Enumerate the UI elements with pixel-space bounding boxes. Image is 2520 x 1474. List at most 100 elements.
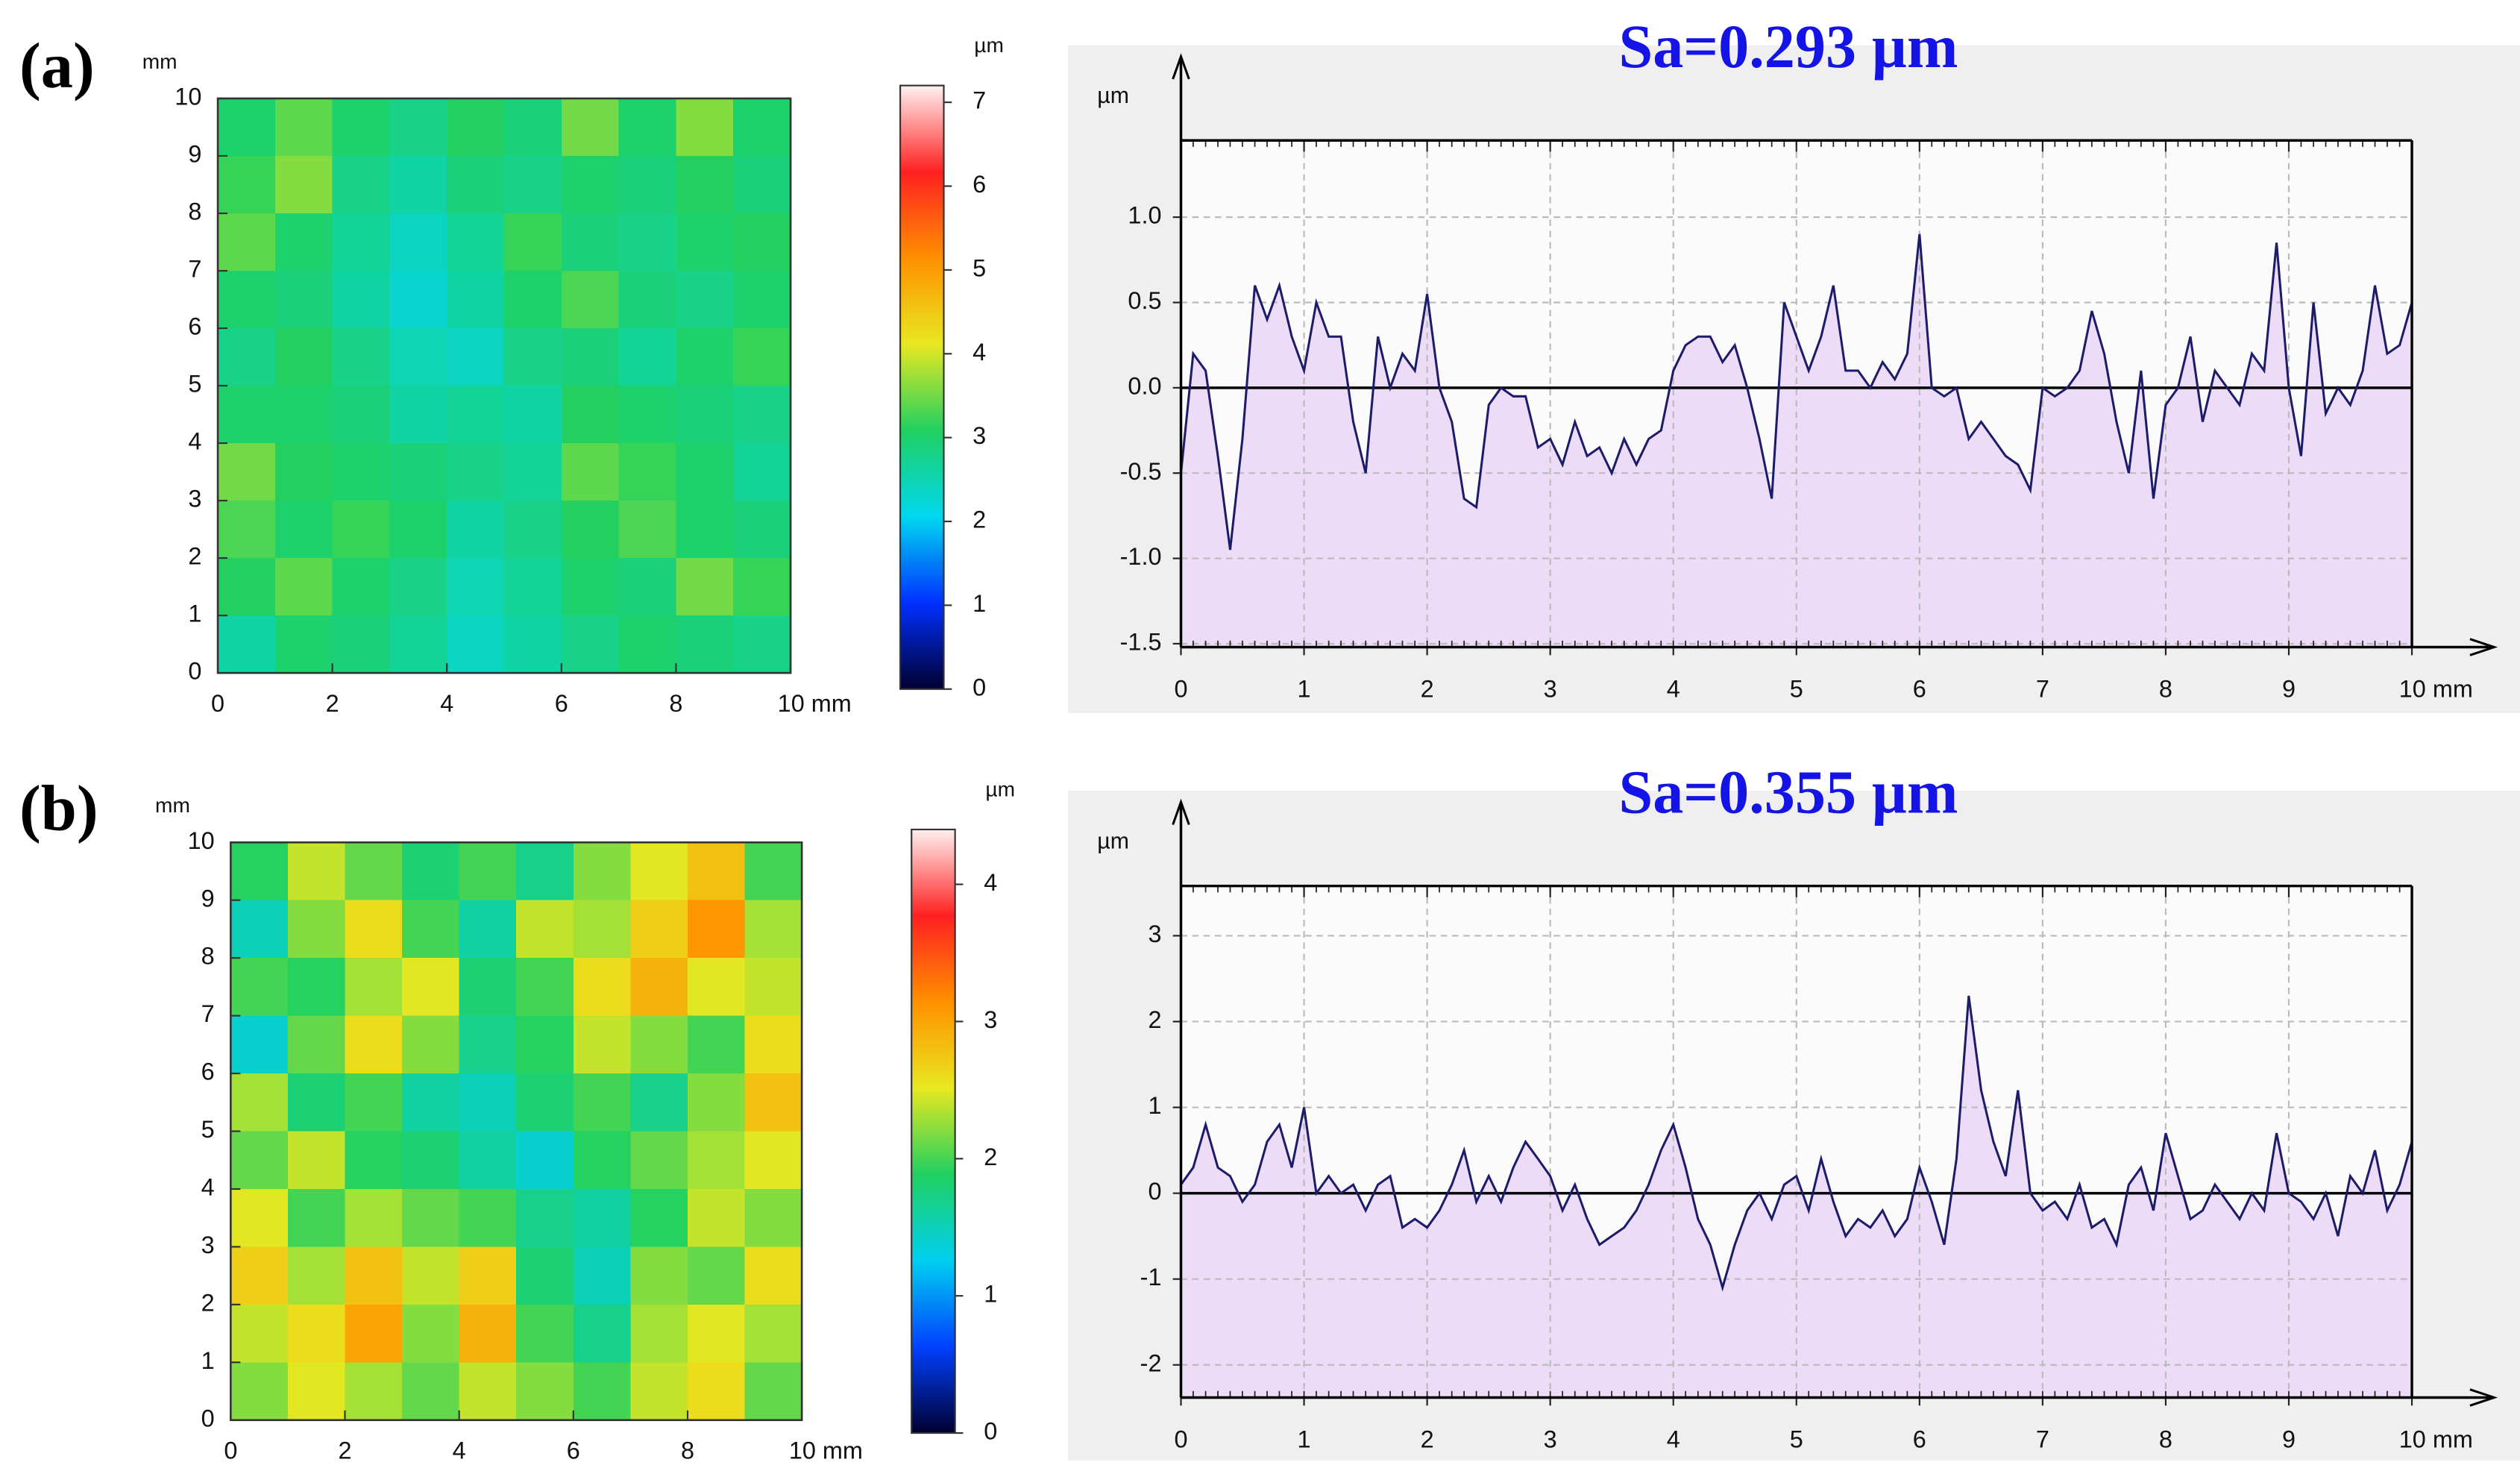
y-axis-label: mm bbox=[142, 50, 177, 73]
heatmap-cell bbox=[230, 1304, 289, 1364]
y-tick-label: 7 bbox=[188, 256, 201, 283]
x-tick-label: 4 bbox=[1667, 675, 1680, 702]
heatmap-cell bbox=[687, 1015, 746, 1075]
heatmap-cell bbox=[733, 386, 792, 445]
y-tick-label: 8 bbox=[188, 198, 201, 225]
y-tick-label: 0.5 bbox=[1128, 287, 1161, 314]
heatmap-cell bbox=[516, 1362, 575, 1422]
heatmap-cell bbox=[447, 386, 506, 445]
heatmap-cell bbox=[733, 98, 792, 157]
heatmap-cell bbox=[218, 98, 277, 157]
heatmap-cell bbox=[516, 900, 575, 959]
heatmap bbox=[218, 98, 792, 674]
heatmap-cell bbox=[516, 1188, 575, 1248]
heatmap-cell bbox=[630, 1131, 689, 1191]
heatmap-cell bbox=[561, 558, 620, 617]
heatmap-cell bbox=[687, 1362, 746, 1422]
heatmap-cell bbox=[274, 213, 333, 272]
heatmap-cell bbox=[218, 213, 277, 272]
x-arrow bbox=[2469, 638, 2498, 656]
heatmap-cell bbox=[516, 1131, 575, 1191]
heatmap-cell bbox=[332, 501, 391, 559]
y-tick-label: 0 bbox=[188, 658, 201, 685]
y-tick-label: 5 bbox=[188, 371, 201, 398]
heatmap-cell bbox=[733, 271, 792, 330]
y-tick-label: 0 bbox=[1148, 1178, 1161, 1205]
x-tick-label: 7 bbox=[2036, 1426, 2049, 1452]
heatmap-cell bbox=[345, 842, 403, 902]
colorbar-tick-label: 3 bbox=[984, 1006, 997, 1033]
heatmap-cell bbox=[230, 1073, 289, 1132]
heatmap-cell bbox=[447, 213, 506, 272]
heatmap-cell bbox=[733, 501, 792, 559]
heatmap-cell bbox=[733, 155, 792, 215]
heatmap-cell bbox=[573, 1304, 632, 1364]
heatmap-cell bbox=[218, 443, 277, 502]
heatmap-cell bbox=[402, 1073, 460, 1132]
x-tick-label: 0 bbox=[1174, 1426, 1187, 1452]
heatmap-cell bbox=[345, 1073, 403, 1132]
x-tick-label: 3 bbox=[1544, 675, 1557, 702]
heatmap-cell bbox=[504, 271, 563, 330]
heatmap-cell bbox=[274, 386, 333, 445]
heatmap-cell bbox=[230, 1246, 289, 1306]
heatmap-cell bbox=[573, 1015, 632, 1075]
colorbar-tick-label: 1 bbox=[973, 590, 986, 617]
y-tick-label: 6 bbox=[188, 313, 201, 340]
heatmap-cell bbox=[345, 958, 403, 1017]
heatmap-cell bbox=[345, 1362, 403, 1422]
heatmap-cell bbox=[630, 1073, 689, 1132]
x-tick-label: 9 bbox=[2282, 675, 2296, 702]
heatmap-cell bbox=[618, 443, 677, 502]
colorbar-tick-label: 7 bbox=[973, 87, 986, 114]
x-tick-label: 6 bbox=[567, 1437, 580, 1464]
y-tick-label: 9 bbox=[201, 885, 215, 912]
heatmap-cell bbox=[516, 1304, 575, 1364]
y-tick-label: 7 bbox=[201, 1000, 215, 1027]
x-tick-label: 9 bbox=[2282, 1426, 2296, 1452]
colorbar-tick-label: 2 bbox=[984, 1144, 997, 1170]
heatmap-cell bbox=[676, 501, 735, 559]
x-tick-label: 1 bbox=[1298, 675, 1311, 702]
heatmap-cell bbox=[447, 328, 506, 387]
colorbar-tick-label: 0 bbox=[973, 674, 986, 700]
y-tick-label: 0.0 bbox=[1128, 372, 1161, 399]
heatmap-cell bbox=[744, 842, 803, 902]
heatmap-cell bbox=[459, 1131, 518, 1191]
colorbar-tick-label: 6 bbox=[973, 171, 986, 198]
heatmap-cell bbox=[561, 328, 620, 387]
heatmap-cell bbox=[389, 328, 448, 387]
heatmap-cell bbox=[561, 271, 620, 330]
heatmap-cell bbox=[332, 98, 391, 157]
profile-line bbox=[1180, 995, 2413, 1292]
heatmap-cell bbox=[687, 1188, 746, 1248]
area-fill bbox=[1181, 233, 2413, 647]
y-tick-label: -1 bbox=[1140, 1264, 1162, 1290]
heatmap-cell bbox=[389, 386, 448, 445]
heatmap-cell bbox=[402, 1131, 460, 1191]
heatmap-cell bbox=[287, 1073, 346, 1132]
y-tick-label: 6 bbox=[201, 1059, 215, 1085]
y-tick-label: 1 bbox=[1148, 1092, 1161, 1119]
heatmap-cell bbox=[561, 98, 620, 157]
colorbar-tick-label: 1 bbox=[984, 1281, 997, 1308]
heatmap-cell bbox=[459, 1362, 518, 1422]
heatmap-cell bbox=[287, 1362, 346, 1422]
y-tick-label: 10 bbox=[175, 84, 201, 110]
heatmap-cell bbox=[332, 386, 391, 445]
heatmap-cell bbox=[573, 1188, 632, 1248]
heatmap-cell bbox=[676, 98, 735, 157]
heatmap-cell bbox=[573, 842, 632, 902]
heatmap-cell bbox=[402, 1188, 460, 1248]
heatmap-cell bbox=[459, 1073, 518, 1132]
heatmap-cell bbox=[573, 1246, 632, 1306]
heatmap-cell bbox=[274, 98, 333, 157]
heatmap-cell bbox=[630, 1015, 689, 1075]
heatmap-cell bbox=[573, 958, 632, 1017]
heatmap-cell bbox=[676, 155, 735, 215]
heatmap-cell bbox=[516, 1246, 575, 1306]
y-tick-label: 2 bbox=[1148, 1006, 1161, 1033]
heatmap-cell bbox=[218, 615, 277, 674]
heatmap-cell bbox=[402, 1015, 460, 1075]
